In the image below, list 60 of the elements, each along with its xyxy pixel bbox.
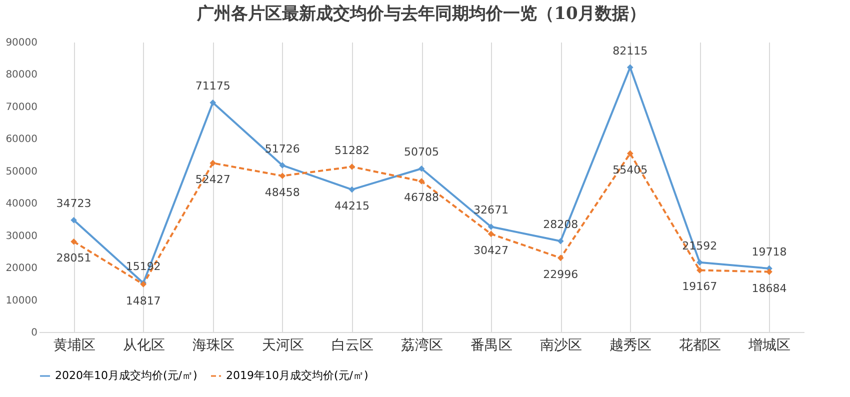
y-tick-label: 70000 [6, 102, 38, 113]
data-label: 82115 [612, 44, 648, 58]
y-tick-label: 30000 [6, 230, 38, 242]
y-tick-label: 50000 [6, 166, 38, 178]
chart-title: 广州各片区最新成交均价与去年同期均价一览（10月数据） [196, 4, 646, 24]
data-label: 22996 [543, 268, 578, 281]
data-label: 51726 [264, 142, 300, 156]
x-tick-label: 荔湾区 [401, 338, 443, 354]
data-label: 28051 [56, 252, 92, 265]
point [279, 172, 286, 180]
data-label: 51282 [334, 144, 370, 157]
point [210, 160, 216, 166]
x-tick-label: 海珠区 [192, 338, 234, 354]
data-label: 30427 [474, 244, 509, 257]
y-tick-label: 60000 [6, 134, 38, 146]
data-label: 32671 [474, 204, 509, 217]
point [70, 216, 77, 224]
data-label: 48458 [264, 186, 300, 199]
legend-label: 2019年10月成交均价(元/㎡) [226, 369, 368, 382]
point [418, 165, 425, 172]
data-label: 14817 [126, 294, 161, 308]
data-label: 19167 [682, 280, 718, 294]
data-label: 52427 [195, 173, 230, 186]
data-label: 18684 [752, 282, 787, 295]
point [418, 178, 425, 184]
y-tick-label: 40000 [6, 198, 38, 210]
x-tick-label: 越秀区 [610, 338, 652, 354]
point [70, 238, 77, 245]
x-tick-label: 南沙区 [540, 338, 582, 354]
point [626, 150, 634, 157]
y-tick-label: 0 [31, 328, 38, 338]
point [279, 162, 286, 168]
y-tick-label: 10000 [6, 295, 38, 306]
point [210, 99, 216, 106]
x-tick-label: 番禺区 [470, 338, 513, 354]
data-label: 19718 [752, 245, 787, 258]
data-label: 34723 [56, 197, 92, 210]
data-label: 44215 [334, 200, 370, 213]
x-tick-label: 从化区 [122, 338, 165, 354]
legend-label: 2020年10月成交均价(元/㎡) [55, 369, 198, 382]
x-tick-label: 黄埔区 [53, 338, 96, 354]
x-tick-label: 白云区 [331, 338, 374, 354]
point [626, 64, 634, 71]
point [348, 164, 356, 170]
point [766, 268, 772, 275]
data-label: 50705 [404, 146, 439, 159]
x-tick-label: 天河区 [262, 338, 304, 354]
point [696, 259, 703, 266]
data-label: 46788 [404, 191, 439, 204]
y-tick-label: 80000 [6, 70, 38, 81]
point [557, 238, 564, 244]
point [488, 230, 494, 238]
point [348, 186, 356, 193]
point [488, 224, 494, 230]
data-label: 71175 [195, 80, 230, 93]
x-tick-label: 花都区 [679, 338, 722, 354]
x-tick-label: 增城区 [748, 338, 791, 354]
point [557, 254, 564, 262]
y-tick-label: 20000 [6, 263, 38, 274]
y-tick-label: 90000 [6, 38, 38, 48]
